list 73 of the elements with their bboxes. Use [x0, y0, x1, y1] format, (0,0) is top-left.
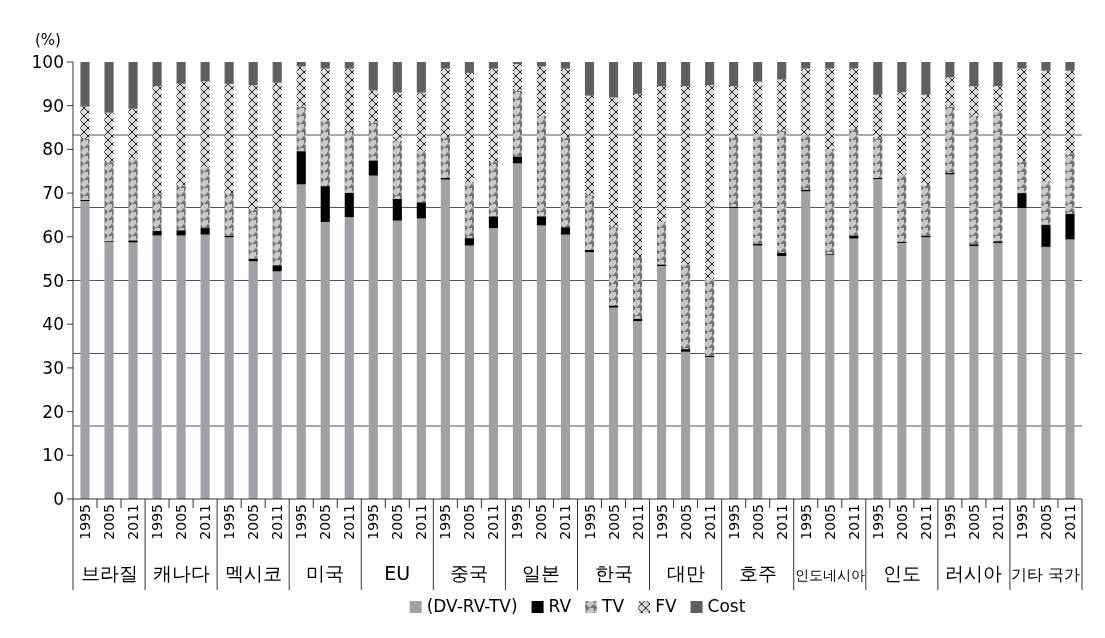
x-tick-label: 1995 [725, 504, 742, 540]
y-tick-label: 70 [42, 183, 64, 204]
x-tick-label: 2011 [1061, 504, 1078, 540]
x-tick-label: 2005 [1037, 504, 1054, 540]
x-tick-label: 2011 [989, 504, 1006, 540]
x-tick-label: 2011 [269, 504, 286, 540]
text: 중국 [450, 562, 489, 584]
x-tick-label: 2011 [701, 504, 718, 540]
x-tick-label: 1995 [653, 504, 670, 540]
text: 멕시코 [224, 562, 282, 584]
x-tick-label: 2005 [101, 504, 118, 540]
text: 미국 [306, 562, 345, 584]
y-axis-title: (%) [35, 31, 61, 49]
x-tick-label: 2011 [917, 504, 934, 540]
x-tick-label: 2011 [485, 504, 502, 540]
x-tick-label: 2011 [629, 504, 646, 540]
y-tick-label: 100 [31, 52, 64, 72]
text: EU [384, 562, 411, 584]
legend-label: FV [655, 596, 677, 616]
x-tick-label: 2005 [245, 504, 262, 540]
x-tick-label: 2005 [893, 504, 910, 540]
y-tick-label: 80 [42, 139, 64, 160]
text: 인도네시아 [794, 567, 865, 583]
x-tick-label: 2005 [965, 504, 982, 540]
x-tick-label: 2005 [605, 504, 622, 540]
text: 캐나다 [152, 562, 210, 584]
x-tick-label: 2005 [173, 504, 190, 540]
legend-label: TV [601, 596, 625, 616]
x-tick-label: 2005 [677, 504, 694, 540]
x-tick-label: 2005 [749, 504, 766, 540]
x-tick-label: 1995 [437, 504, 454, 540]
x-tick-label: 2011 [413, 504, 430, 540]
y-tick-label: 20 [42, 401, 64, 422]
x-tick-label: 2011 [125, 504, 142, 540]
x-tick-label: 2005 [461, 504, 478, 540]
x-tick-label: 2011 [557, 504, 574, 540]
x-tick-label: 2005 [533, 504, 550, 540]
x-tick-label: 1995 [869, 504, 886, 540]
text: 러시아 [945, 562, 1003, 584]
x-tick-label: 1995 [941, 504, 958, 540]
x-tick-label: 1995 [77, 504, 94, 540]
x-tick-label: 2011 [773, 504, 790, 540]
x-tick-label: 1995 [581, 504, 598, 540]
y-tick-label: 50 [42, 270, 64, 291]
x-tick-label: 2005 [821, 504, 838, 540]
x-tick-label: 1995 [149, 504, 166, 540]
x-tick-label: 1995 [365, 504, 382, 540]
x-tick-label: 1995 [797, 504, 814, 540]
y-tick-label: 60 [42, 226, 64, 247]
x-tick-label: 2005 [389, 504, 406, 540]
text: 일본 [522, 562, 561, 584]
text: 대만 [666, 562, 705, 584]
y-tick-label: 10 [42, 445, 64, 466]
x-tick-label: 2005 [317, 504, 334, 540]
text: 호주 [738, 562, 777, 584]
legend-label: RV [548, 596, 572, 616]
x-tick-label: 1995 [1013, 504, 1030, 540]
y-tick-label: 40 [42, 314, 64, 335]
text: 기타 국가 [1011, 565, 1081, 584]
y-tick-label: 90 [42, 95, 64, 116]
text: 인도 [882, 562, 921, 584]
y-tick-label: 30 [42, 357, 64, 378]
x-tick-label: 1995 [293, 504, 310, 540]
x-tick-label: 2011 [197, 504, 214, 540]
text: 브라질 [80, 562, 138, 584]
x-tick-label: 1995 [221, 504, 238, 540]
x-tick-label: 2011 [845, 504, 862, 540]
x-tick-label: 2011 [341, 504, 358, 540]
legend-label: (DV-RV-TV) [426, 596, 518, 616]
y-tick-label: 0 [53, 489, 64, 509]
x-tick-label: 1995 [509, 504, 526, 540]
text: 한국 [594, 562, 633, 584]
legend-label: Cost [707, 596, 746, 616]
